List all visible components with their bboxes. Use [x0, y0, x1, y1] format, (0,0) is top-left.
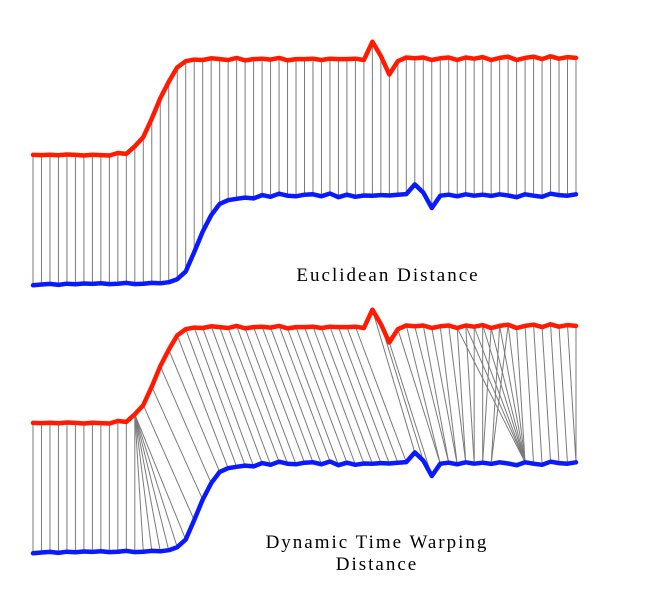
- euclidean-caption: Euclidean Distance: [296, 265, 479, 286]
- dtw-alignment-link: [219, 326, 272, 465]
- euclidean-distance-panel: Euclidean Distance: [30, 39, 579, 288]
- dtw-alignment-link: [388, 342, 433, 477]
- dtw-alignment-link: [465, 325, 526, 463]
- dtw-alignment-link: [321, 327, 373, 464]
- dtw-series-curves: [30, 307, 579, 556]
- dtw-alignment-link: [405, 325, 441, 464]
- dtw-alignment-link: [380, 323, 424, 461]
- dtw-alignment-link: [134, 414, 170, 551]
- dtw-alignment-link: [244, 328, 297, 465]
- dtw-alignment-link: [270, 327, 322, 465]
- dtw-alignment-link: [151, 386, 204, 500]
- euclidean-series-a-line: [30, 39, 579, 158]
- dtw-caption-line-1: Dynamic Time Warping: [266, 532, 489, 553]
- euclidean-alignment-links: [32, 41, 577, 286]
- dtw-alignment-link: [134, 414, 144, 552]
- dtw-alignment-link: [236, 325, 289, 464]
- dtw-alignment-link: [550, 324, 560, 464]
- dtw-alignment-link: [337, 326, 390, 464]
- dtw-alignment-link: [134, 414, 153, 551]
- dtw-alignment-link: [210, 326, 263, 464]
- dtw-alignment-link: [227, 327, 280, 462]
- euclidean-series-curves: [30, 39, 579, 288]
- dtw-alignment-link: [567, 325, 577, 463]
- dtw-alignment-link: [295, 326, 348, 463]
- dtw-alignment-link: [482, 327, 492, 463]
- dtw-alignment-link: [414, 326, 450, 463]
- dtw-alignment-link: [185, 329, 238, 467]
- dtw-alignment-link: [312, 326, 365, 464]
- dtw-alignment-link: [159, 365, 212, 484]
- dtw-alignment-link: [397, 329, 441, 464]
- dtw-alignment-link: [329, 326, 382, 464]
- dtw-alignment-link: [202, 327, 255, 467]
- dtw-alignment-links: [32, 309, 577, 554]
- dtw-alignment-link: [490, 327, 526, 463]
- dtw-alignment-link: [304, 326, 356, 465]
- dtw-alignment-link: [193, 327, 246, 466]
- dtw-alignment-link: [499, 325, 526, 463]
- dtw-alignment-link: [176, 335, 229, 469]
- dtw-alignment-link: [261, 326, 314, 463]
- dtw-series-b-line: [30, 450, 579, 556]
- dtw-alignment-link: [168, 349, 221, 473]
- dtw-alignment-link: [431, 327, 458, 465]
- dtw-alignment-link: [558, 326, 569, 464]
- dtw-alignment-link: [354, 326, 407, 463]
- dtw-alignment-link: [473, 326, 526, 463]
- dtw-series-a-line: [30, 307, 579, 426]
- dtw-alignment-link: [439, 326, 458, 465]
- dtw-alignment-link: [134, 414, 187, 540]
- dtw-alignment-link: [448, 325, 467, 463]
- dtw-alignment-link: [253, 326, 305, 463]
- dtw-alignment-link: [541, 327, 552, 462]
- dtw-alignment-link: [278, 325, 331, 462]
- dtw-alignment-link: [134, 414, 161, 552]
- dtw-alignment-link: [507, 324, 526, 463]
- dtw-alignment-link: [524, 325, 535, 464]
- dtw-alignment-link: [422, 325, 450, 463]
- dtw-alignment-link: [533, 324, 543, 465]
- dtw-alignment-link: [287, 328, 339, 466]
- dtw-caption-line-2: Distance: [336, 554, 418, 575]
- dtw-alignment-link: [456, 327, 467, 463]
- dtw-alignment-link: [142, 404, 195, 521]
- dtw-alignment-link: [346, 326, 399, 463]
- euclidean-series-b-line: [30, 182, 579, 288]
- dtw-alignment-link: [516, 327, 526, 463]
- dtw-alignment-link: [456, 327, 526, 463]
- dtw-distance-panel: Dynamic Time Warping Distance: [30, 307, 579, 575]
- dtw-alignment-link: [134, 414, 178, 548]
- dtw-alignment-link: [482, 324, 526, 463]
- dtw-alignment-link: [371, 309, 416, 453]
